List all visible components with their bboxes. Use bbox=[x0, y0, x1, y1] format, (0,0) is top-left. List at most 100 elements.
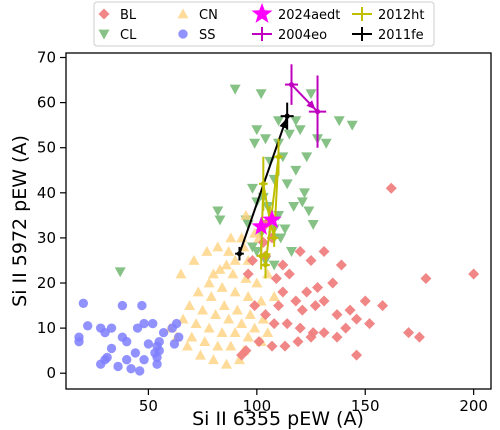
point-bl bbox=[301, 286, 313, 298]
point-bl bbox=[312, 282, 324, 294]
point-bl bbox=[318, 245, 330, 257]
point-cn bbox=[181, 340, 193, 351]
point-cn bbox=[190, 318, 202, 329]
point-cn bbox=[207, 354, 219, 365]
point-cn bbox=[233, 354, 245, 365]
x-axis-ticks: 50 100 150 200 bbox=[139, 389, 488, 415]
point-cl bbox=[279, 224, 291, 235]
point-cn bbox=[212, 241, 224, 252]
point-cl bbox=[281, 179, 293, 190]
plot-layer bbox=[74, 64, 480, 376]
point-cl bbox=[249, 138, 261, 149]
legend-swatch bbox=[178, 29, 188, 39]
point-cn bbox=[257, 313, 269, 324]
point-cl bbox=[346, 120, 358, 131]
point-bl bbox=[294, 245, 306, 257]
point-ss bbox=[83, 321, 93, 331]
point-bl bbox=[309, 300, 321, 312]
point-ss bbox=[113, 361, 123, 372]
point-cl bbox=[212, 206, 224, 217]
point-ss bbox=[78, 298, 89, 308]
point-cl bbox=[333, 116, 345, 127]
point-cn bbox=[236, 318, 248, 329]
y-tick-label: 70 bbox=[37, 49, 56, 67]
point-bl bbox=[331, 309, 343, 321]
point-ss bbox=[102, 352, 112, 363]
point-cl bbox=[273, 116, 284, 127]
point-bl bbox=[420, 273, 432, 285]
point-bl bbox=[249, 300, 261, 312]
point-ss bbox=[117, 332, 128, 342]
point-ss bbox=[74, 336, 84, 347]
point-bl bbox=[279, 340, 291, 352]
y-tick-label: 30 bbox=[37, 229, 56, 247]
point-bl bbox=[292, 336, 304, 348]
point-cn bbox=[192, 286, 204, 297]
point-ss bbox=[148, 318, 158, 329]
legend-label: 2024aedt bbox=[278, 8, 340, 23]
point-cl bbox=[320, 138, 332, 149]
point-bl bbox=[277, 286, 289, 298]
point-cl bbox=[251, 125, 263, 136]
track-arrow-2011fe bbox=[279, 118, 288, 129]
point-2024aedt bbox=[262, 209, 282, 229]
point-cl bbox=[301, 152, 313, 163]
x-tick-label: 50 bbox=[139, 397, 158, 415]
point-cn bbox=[203, 277, 215, 288]
point-ss bbox=[152, 359, 162, 369]
point-bl bbox=[413, 331, 425, 343]
point-cl bbox=[275, 233, 287, 244]
point-cl bbox=[286, 247, 298, 257]
series-2024aedt bbox=[251, 209, 282, 235]
legend-item-2012ht: 2012ht bbox=[352, 7, 424, 23]
point-ss bbox=[117, 300, 128, 311]
point-cl bbox=[283, 129, 295, 140]
point-cn bbox=[216, 282, 228, 292]
legend-label: 2012ht bbox=[378, 8, 424, 23]
point-cn bbox=[186, 331, 198, 342]
legend-item-2004eo: 2004eo bbox=[252, 27, 327, 43]
point-cl bbox=[214, 215, 226, 226]
x-tick-label: 100 bbox=[242, 397, 271, 415]
point-cn bbox=[216, 327, 228, 338]
point-bl bbox=[318, 327, 330, 339]
point-ss bbox=[96, 359, 106, 369]
point-cn bbox=[205, 291, 217, 301]
point-bl bbox=[377, 300, 389, 312]
point-bl bbox=[359, 295, 371, 307]
series-bl bbox=[236, 182, 480, 361]
point-bl bbox=[335, 259, 347, 271]
point-cn bbox=[249, 227, 261, 238]
point-2012ht bbox=[271, 235, 277, 241]
legend-label: CL bbox=[120, 28, 137, 43]
point-ss bbox=[106, 323, 117, 333]
point-cn bbox=[240, 273, 252, 283]
point-bl bbox=[281, 318, 293, 330]
point-ss bbox=[130, 348, 141, 358]
point-cn bbox=[212, 340, 224, 351]
point-bl bbox=[268, 318, 280, 330]
point-cn bbox=[229, 254, 241, 265]
legend-swatch bbox=[98, 8, 110, 20]
point-ss bbox=[126, 364, 136, 374]
point-2024aedt bbox=[251, 216, 271, 235]
point-ss bbox=[132, 323, 143, 333]
point-cn bbox=[220, 259, 232, 270]
point-cn bbox=[203, 322, 215, 333]
point-2011fe bbox=[284, 113, 290, 119]
y-tick-label: 40 bbox=[37, 184, 56, 202]
y-tick-label: 10 bbox=[37, 319, 56, 337]
series-cl bbox=[114, 84, 358, 278]
y-tick-label: 60 bbox=[37, 94, 56, 112]
point-ss bbox=[139, 355, 149, 365]
point-bl bbox=[273, 300, 284, 312]
point-cn bbox=[244, 309, 256, 319]
point-bl bbox=[270, 273, 282, 285]
series-ss bbox=[74, 298, 184, 376]
point-bl bbox=[305, 254, 317, 266]
point-2004eo bbox=[314, 109, 321, 115]
point-bl bbox=[331, 331, 343, 343]
point-cl bbox=[299, 188, 311, 199]
point-cn bbox=[207, 268, 219, 279]
point-bl bbox=[340, 322, 352, 334]
